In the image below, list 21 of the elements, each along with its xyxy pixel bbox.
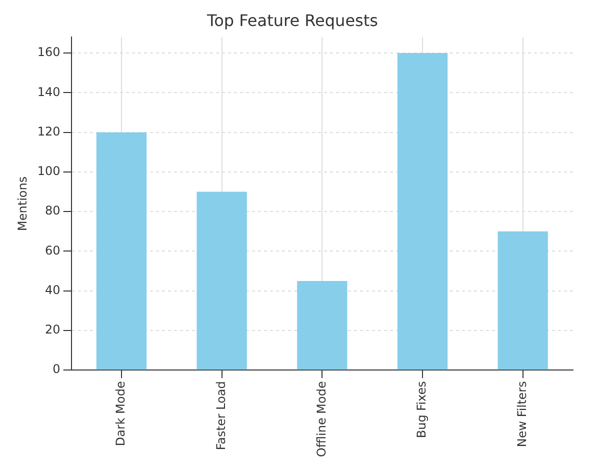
x-tick-label: Dark Mode	[114, 381, 128, 446]
x-tick-label: Offline Mode	[314, 381, 328, 458]
chart-title: Top Feature Requests	[206, 10, 378, 30]
y-tick-label: 100	[37, 164, 60, 178]
x-tick-label: Faster Load	[214, 381, 228, 450]
bar	[397, 53, 448, 370]
y-tick-label: 40	[45, 282, 60, 297]
x-tick-label: New Filters	[514, 381, 529, 448]
y-tick-label: 140	[37, 84, 60, 99]
y-tick-label: 80	[45, 204, 60, 218]
y-tick-label: 20	[45, 322, 60, 337]
bar	[96, 132, 147, 370]
bar	[297, 280, 348, 370]
y-axis-title: Mentions	[15, 176, 30, 231]
bar	[196, 192, 247, 370]
y-tick-label: 160	[37, 45, 60, 60]
bar	[498, 231, 548, 370]
y-tick-label: 0	[52, 362, 60, 376]
y-tick-label: 120	[37, 124, 60, 138]
x-tick-label: Bug Fixes	[414, 381, 429, 438]
y-tick-label: 60	[45, 243, 60, 258]
